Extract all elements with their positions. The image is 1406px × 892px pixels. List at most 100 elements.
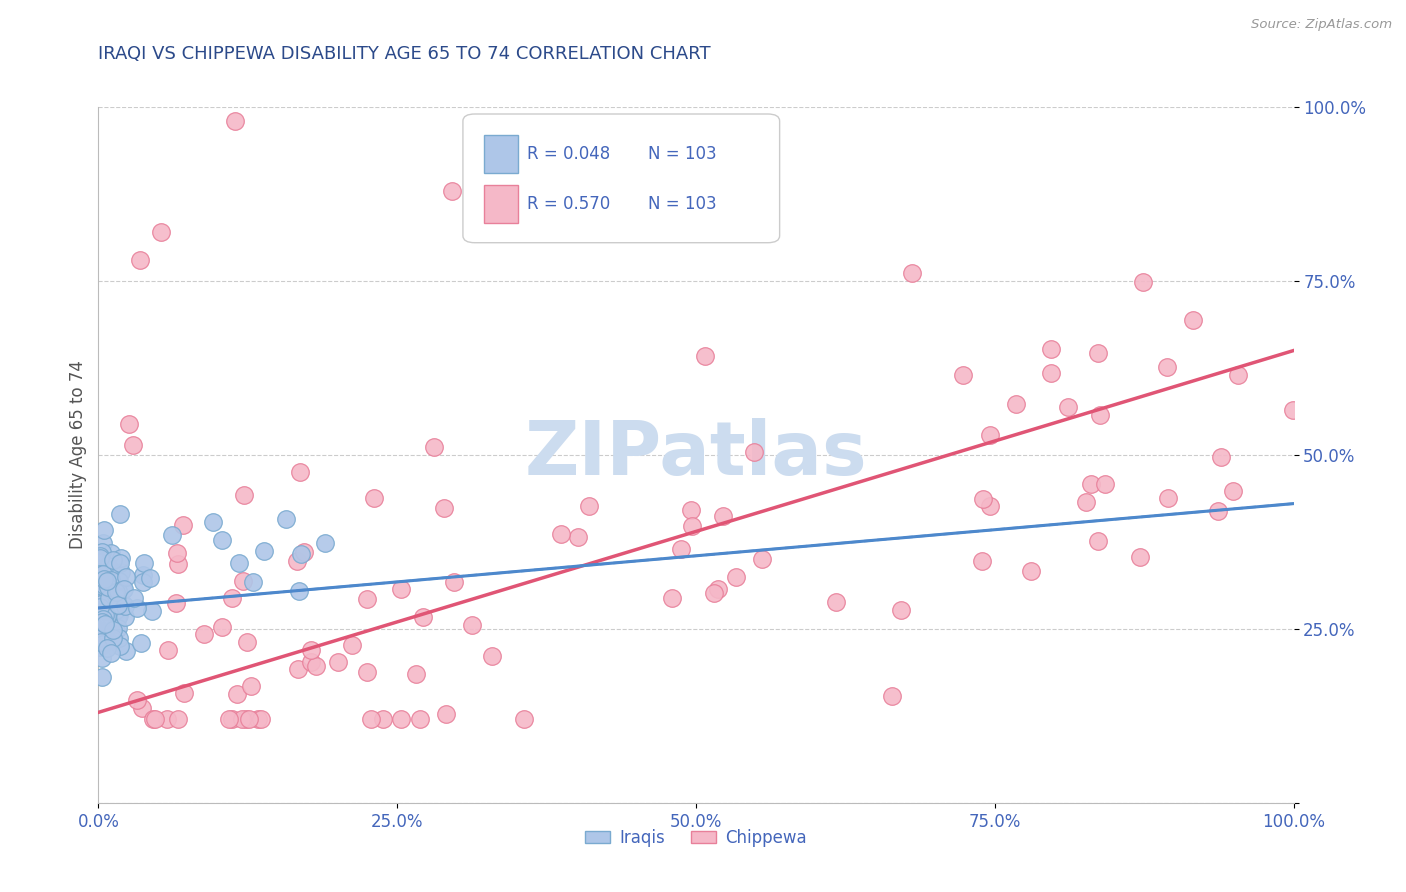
Point bbox=[110, 556, 132, 570]
Point bbox=[211, 620, 233, 634]
Point bbox=[693, 349, 716, 363]
Point bbox=[356, 665, 378, 680]
Point bbox=[105, 612, 128, 626]
Point bbox=[1087, 534, 1109, 549]
Point bbox=[89, 600, 111, 615]
Text: R = 0.048: R = 0.048 bbox=[527, 145, 610, 162]
Point bbox=[97, 559, 120, 574]
Y-axis label: Disability Age 65 to 74: Disability Age 65 to 74 bbox=[69, 360, 87, 549]
Point bbox=[201, 516, 224, 530]
Point bbox=[661, 591, 683, 606]
Point bbox=[94, 607, 117, 622]
Point bbox=[550, 527, 572, 541]
Point bbox=[125, 693, 148, 707]
Point bbox=[751, 551, 773, 566]
Point bbox=[166, 557, 188, 571]
Point bbox=[193, 627, 215, 641]
Point bbox=[90, 634, 112, 648]
Point bbox=[112, 597, 135, 611]
Point bbox=[433, 500, 456, 515]
Point bbox=[681, 518, 703, 533]
Point bbox=[165, 596, 187, 610]
Point bbox=[242, 575, 264, 590]
Point bbox=[87, 585, 110, 599]
Point bbox=[107, 598, 129, 612]
Point bbox=[100, 646, 122, 660]
Point bbox=[1132, 275, 1154, 289]
Point bbox=[681, 503, 703, 517]
Point bbox=[1080, 476, 1102, 491]
Point bbox=[274, 512, 297, 526]
Point bbox=[93, 603, 115, 617]
Point bbox=[96, 640, 118, 655]
Point bbox=[299, 656, 322, 670]
Point bbox=[94, 612, 117, 626]
Point bbox=[711, 508, 734, 523]
Point bbox=[1157, 491, 1180, 505]
Point bbox=[443, 575, 465, 590]
Point bbox=[93, 578, 115, 592]
Point bbox=[91, 566, 114, 581]
Text: Source: ZipAtlas.com: Source: ZipAtlas.com bbox=[1251, 18, 1392, 31]
Point bbox=[360, 712, 382, 726]
Point bbox=[235, 635, 257, 649]
Point bbox=[91, 637, 114, 651]
Point bbox=[221, 712, 243, 726]
Point bbox=[96, 585, 118, 599]
Point bbox=[1039, 366, 1062, 380]
Point bbox=[287, 662, 309, 676]
Point bbox=[156, 712, 179, 726]
Point bbox=[232, 488, 254, 502]
Point bbox=[288, 584, 311, 599]
Point bbox=[578, 499, 600, 513]
Point bbox=[90, 650, 112, 665]
Point bbox=[87, 635, 110, 649]
Point bbox=[314, 536, 336, 550]
Point bbox=[112, 582, 135, 596]
Point bbox=[104, 599, 127, 614]
Point bbox=[114, 599, 136, 613]
Point bbox=[160, 528, 183, 542]
Point bbox=[481, 648, 503, 663]
Point bbox=[326, 655, 349, 669]
Point bbox=[127, 601, 149, 615]
Point bbox=[97, 580, 120, 594]
Point bbox=[669, 542, 692, 557]
Point bbox=[1181, 313, 1204, 327]
Point bbox=[134, 556, 156, 570]
Point bbox=[150, 225, 173, 239]
Point bbox=[221, 591, 243, 605]
Point bbox=[107, 574, 129, 589]
Point bbox=[1222, 483, 1244, 498]
Point bbox=[101, 632, 124, 646]
Point bbox=[292, 545, 315, 559]
Point bbox=[250, 712, 273, 726]
Point bbox=[1005, 397, 1028, 411]
Point bbox=[440, 184, 463, 198]
Point bbox=[290, 547, 312, 561]
Point bbox=[121, 438, 143, 452]
Point bbox=[389, 712, 412, 726]
Point bbox=[299, 642, 322, 657]
Point bbox=[96, 608, 118, 623]
Point bbox=[240, 679, 263, 693]
Point bbox=[108, 639, 131, 653]
Point bbox=[122, 591, 145, 605]
Point bbox=[1281, 403, 1303, 417]
Point bbox=[166, 546, 188, 560]
Point bbox=[409, 712, 432, 726]
Point bbox=[952, 368, 974, 383]
Point bbox=[238, 712, 260, 726]
Point bbox=[107, 584, 129, 599]
Point bbox=[371, 712, 394, 726]
Point bbox=[89, 640, 111, 654]
Point bbox=[90, 597, 112, 611]
Point bbox=[389, 582, 412, 597]
Point bbox=[91, 536, 114, 550]
Point bbox=[1076, 495, 1098, 509]
Point bbox=[107, 603, 129, 617]
Point bbox=[157, 643, 180, 657]
Point bbox=[98, 591, 121, 606]
Point bbox=[94, 589, 117, 603]
Text: ZIPatlas: ZIPatlas bbox=[524, 418, 868, 491]
